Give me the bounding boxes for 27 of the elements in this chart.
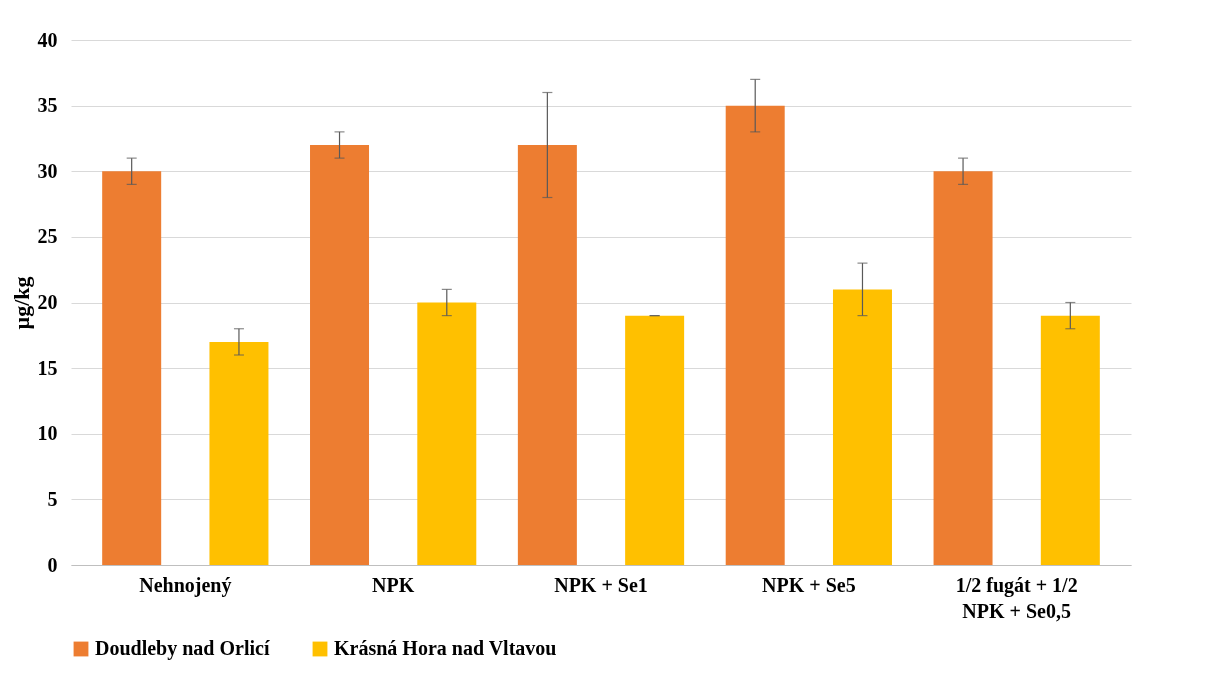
y-tick-label: 35 — [37, 94, 58, 117]
bar — [1040, 315, 1100, 565]
x-tick-label: Nehnojený — [139, 573, 232, 597]
x-tick-label: NPK — [372, 573, 415, 596]
y-tick-label: 10 — [37, 422, 58, 445]
bar — [310, 145, 370, 565]
y-tick-label: 40 — [37, 28, 58, 51]
legend-label: Doudleby nad Orlicí — [95, 637, 270, 660]
y-tick-label: 15 — [37, 356, 58, 379]
legend-label: Krásná Hora nad Vltavou — [334, 637, 557, 659]
bar — [832, 289, 892, 565]
x-tick-label: 1/2 fugát + 1/2 NPK + Se0,5 — [955, 573, 1078, 622]
bar — [417, 302, 477, 565]
y-axis-title: µg/kg — [8, 276, 34, 330]
x-tick-label: NPK + Se1 — [554, 573, 648, 596]
bar — [933, 171, 993, 565]
y-tick-label: 25 — [37, 225, 58, 248]
y-tick-label: 30 — [37, 159, 58, 182]
x-tick-label: NPK + Se5 — [762, 573, 856, 596]
bar — [517, 145, 577, 565]
bar — [102, 171, 162, 565]
bar — [209, 341, 269, 565]
bar — [725, 105, 785, 565]
y-tick-label: 5 — [47, 487, 58, 510]
y-tick-label: 0 — [47, 553, 58, 576]
bar — [625, 315, 685, 565]
y-tick-label: 20 — [37, 291, 58, 313]
